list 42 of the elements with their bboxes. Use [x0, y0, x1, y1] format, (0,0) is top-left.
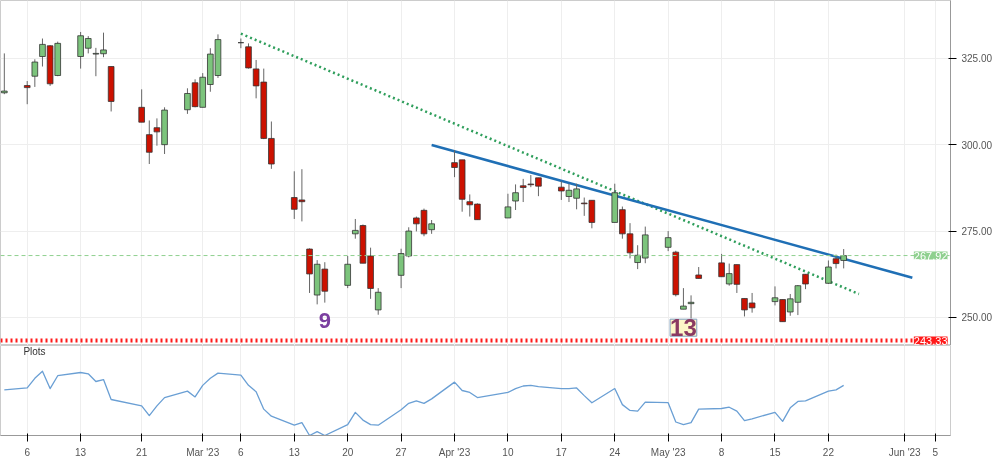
x-tick-label: 15 — [769, 446, 781, 458]
ref-line-label: 243.33 — [913, 334, 948, 347]
x-tick-label: 10 — [502, 446, 514, 458]
candlestick — [504, 193, 512, 219]
candlestick — [245, 42, 252, 70]
candlestick — [138, 88, 145, 123]
x-tick-label: 20 — [342, 446, 354, 458]
candlestick — [146, 119, 153, 165]
candlestick — [687, 294, 695, 320]
x-tick-label: 22 — [822, 446, 835, 458]
x-tick-label: 13 — [75, 446, 87, 458]
x-tick-label: 13 — [288, 446, 301, 458]
candlestick — [23, 80, 31, 105]
annotation: 9 — [318, 307, 331, 333]
candlestick — [664, 230, 672, 252]
y-tick-label: 300.00 — [961, 139, 993, 151]
candlestick — [344, 255, 351, 289]
x-tick-label: 5 — [932, 446, 939, 458]
chart-title: Plots — [23, 346, 46, 358]
x-tick-label: 21 — [136, 446, 148, 458]
x-tick-label: May '23 — [650, 446, 686, 458]
candlestick — [1, 52, 8, 95]
candlestick — [512, 183, 519, 211]
x-tick-label: Apr '23 — [438, 446, 471, 458]
candlestick — [519, 178, 527, 203]
candlestick — [680, 287, 687, 310]
y-tick-label: 325.00 — [961, 53, 993, 65]
candlestick — [374, 287, 382, 316]
x-tick-label: Jun '23 — [888, 446, 922, 458]
x-tick-label: Mar '23 — [186, 446, 220, 458]
ref-line-label: 267.92 — [913, 249, 948, 262]
y-tick-label: 275.00 — [961, 226, 993, 238]
candlestick — [31, 58, 39, 88]
y-tick-label: 250.00 — [961, 312, 993, 324]
annotation: 13 — [670, 314, 697, 342]
x-tick-label: 17 — [555, 446, 568, 458]
x-tick-label: 24 — [609, 446, 621, 458]
x-tick-label: 6 — [24, 446, 31, 458]
x-tick-label: 8 — [718, 446, 725, 458]
x-tick-label: 6 — [238, 446, 245, 458]
x-tick-label: 27 — [395, 446, 408, 458]
candlestick — [825, 259, 832, 285]
